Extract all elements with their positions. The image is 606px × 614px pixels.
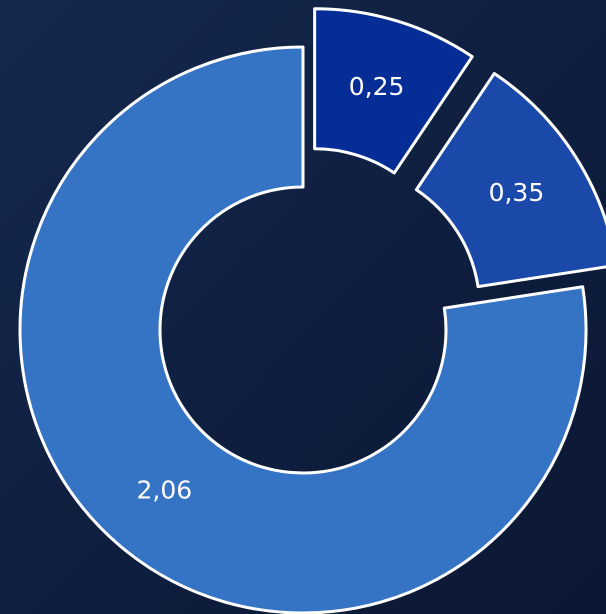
- donut: 0,25 0,35 2,06: [18, 7, 606, 614]
- data-label: 0,35: [489, 178, 545, 207]
- slice: [313, 7, 474, 175]
- slice: [18, 45, 588, 614]
- data-label: 0,25: [349, 72, 405, 101]
- data-label: 2,06: [137, 476, 193, 505]
- slice: [414, 71, 606, 289]
